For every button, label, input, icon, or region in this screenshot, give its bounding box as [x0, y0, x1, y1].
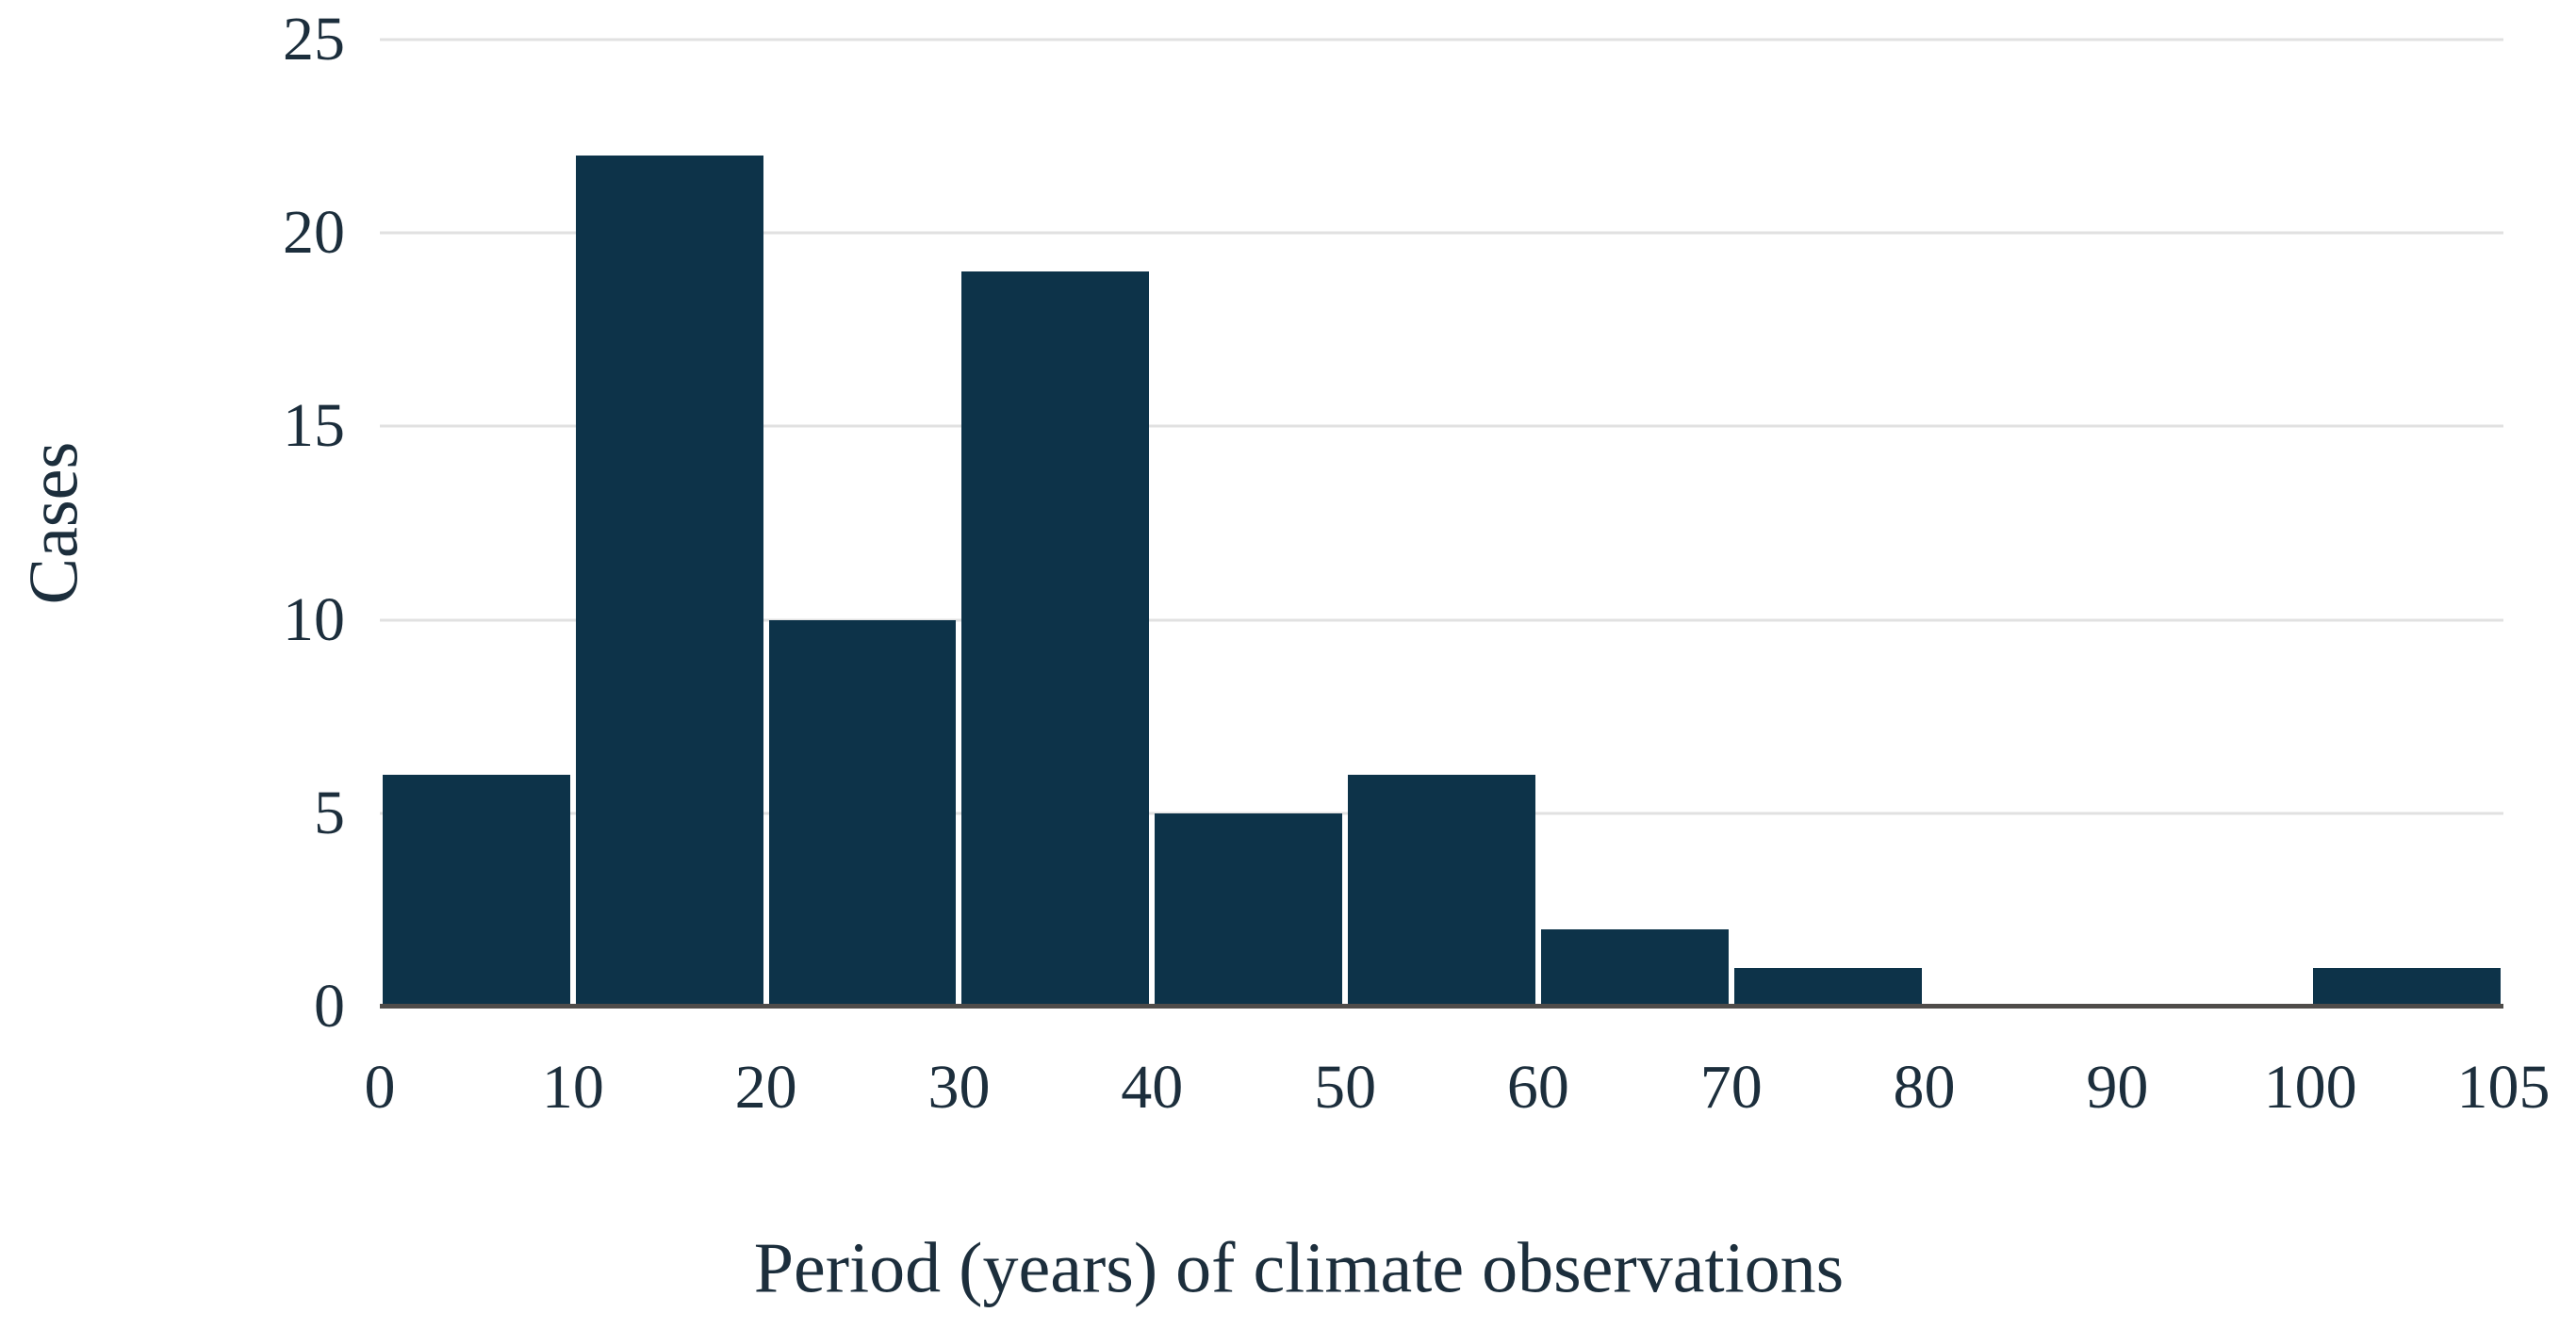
x-tick-label: 30: [927, 1053, 991, 1122]
y-tick-label: 10: [283, 584, 345, 654]
gridline-y-25: [380, 38, 2503, 41]
x-tick-label: 60: [1506, 1053, 1569, 1122]
bar-20-30: [768, 619, 957, 1007]
x-tick-label: 100: [2263, 1053, 2357, 1122]
bar-70-80: [1733, 967, 1922, 1007]
bar-60-70: [1540, 928, 1729, 1007]
bar-10-20: [575, 156, 763, 1007]
bar-0-10: [383, 774, 570, 1007]
y-tick-label: 5: [314, 778, 345, 847]
x-tick-label: 90: [2086, 1053, 2149, 1122]
gridline-y-20: [380, 231, 2503, 235]
x-tick-label: 20: [734, 1053, 797, 1122]
gridline-y-10: [380, 618, 2503, 622]
gridline-y-15: [380, 424, 2503, 428]
x-tick-label: 80: [1893, 1053, 1956, 1122]
x-tick-label: 10: [541, 1053, 604, 1122]
x-tick-label: 105: [2456, 1053, 2551, 1122]
y-axis-ticks: 0 5 10 15 20 25: [0, 8, 345, 1038]
plot-area: [380, 38, 2503, 1009]
x-axis-line: [380, 1004, 2503, 1009]
y-tick-label: 25: [283, 5, 345, 74]
x-tick-label: 70: [1699, 1053, 1763, 1122]
y-tick-label: 15: [283, 391, 345, 461]
bar-100-105: [2313, 967, 2501, 1007]
y-tick-label: 0: [314, 972, 345, 1041]
bar-50-60: [1348, 774, 1535, 1007]
y-tick-label: 20: [283, 198, 345, 268]
bar-30-40: [961, 271, 1150, 1007]
x-tick-label: 50: [1314, 1053, 1377, 1122]
x-tick-label: 40: [1121, 1053, 1184, 1122]
x-tick-label: 0: [364, 1053, 396, 1122]
x-axis-ticks: 0 10 20 30 40 50 60 70 80 90 100 105: [365, 1044, 2551, 1167]
x-axis-title: Period (years) of climate observations: [753, 1228, 1845, 1308]
bar-40-50: [1155, 812, 1343, 1007]
